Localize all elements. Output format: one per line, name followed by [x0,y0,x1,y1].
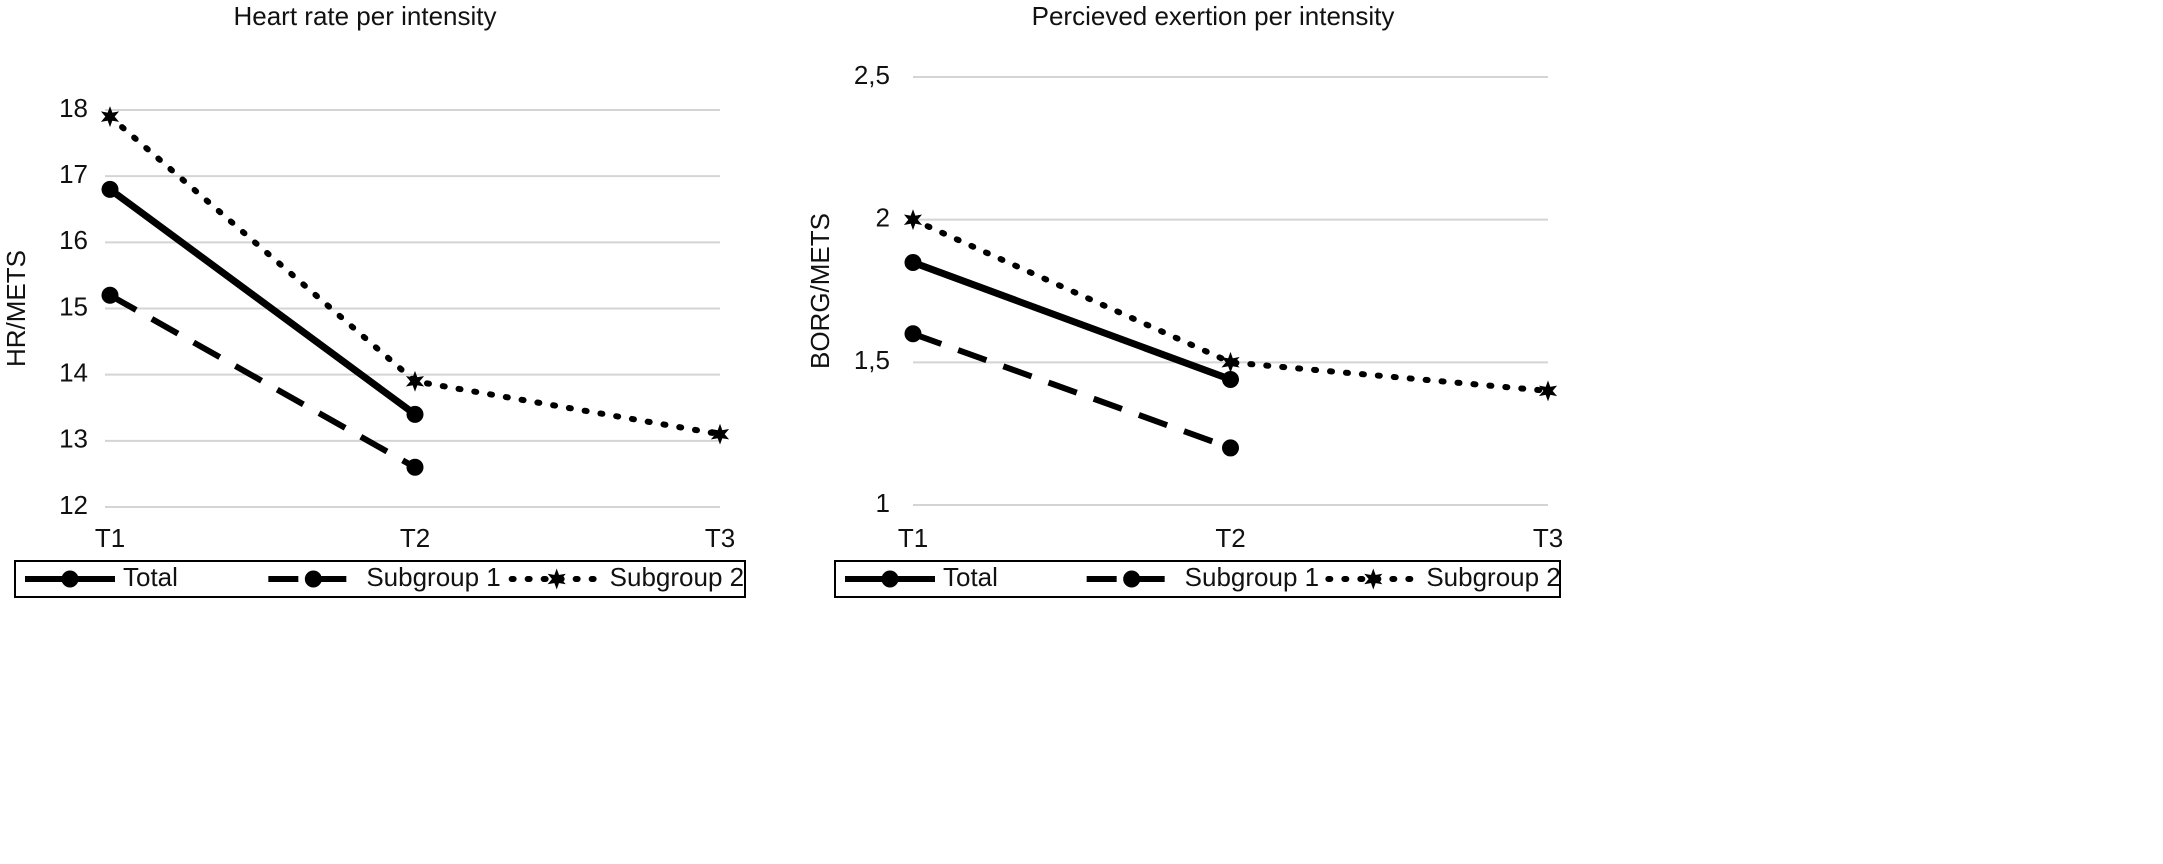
marker [710,423,730,445]
y-tick-label: 1,5 [854,345,890,375]
marker [405,370,425,392]
legend-label: Subgroup 2 [1426,562,1560,592]
marker [1221,351,1240,373]
marker [101,180,119,198]
series-line [108,292,417,470]
y-tick-label: 1 [876,488,890,518]
marker [304,570,322,588]
y-tick-label: 17 [59,159,88,189]
x-tick-label: T1 [95,523,125,553]
legend-label: Total [123,562,178,592]
marker [881,570,899,588]
marker [1123,570,1141,588]
x-tick-label: T3 [1533,523,1563,553]
marker [61,570,79,588]
y-tick-label: 2,5 [854,60,890,90]
marker [101,286,119,304]
legend-label: Subgroup 2 [610,562,744,592]
marker [100,106,120,128]
series-line [910,216,1551,394]
marker [903,209,923,231]
series-line [107,186,418,418]
marker [1222,439,1239,457]
series-line [911,259,1232,383]
legend-box [834,560,1561,598]
legend-label: Subgroup 1 [366,562,500,592]
marker [1364,568,1383,590]
y-axis-label: HR/METS [1,250,31,367]
chart-title: Percieved exertion per intensity [1032,1,1395,31]
x-tick-label: T2 [400,523,430,553]
x-tick-label: T3 [705,523,735,553]
y-tick-label: 13 [59,424,88,454]
y-tick-label: 18 [59,93,88,123]
marker [406,405,424,423]
chart-title: Heart rate per intensity [233,1,496,31]
marker [1538,380,1558,402]
marker [904,253,922,271]
marker [904,325,922,343]
marker [547,568,566,590]
y-tick-label: 14 [59,358,88,388]
y-tick-label: 15 [59,291,88,321]
y-axis-label: BORG/METS [805,213,835,369]
x-tick-label: T2 [1215,523,1245,553]
marker [406,458,424,476]
series-line [911,330,1232,451]
y-tick-label: 12 [59,490,88,520]
legend-box [14,560,746,598]
legend-label: Subgroup 1 [1185,562,1319,592]
marker [1222,370,1239,388]
x-tick-label: T1 [898,523,928,553]
legend-label: Total [943,562,998,592]
y-tick-label: 16 [59,225,88,255]
y-tick-label: 2 [876,203,890,233]
